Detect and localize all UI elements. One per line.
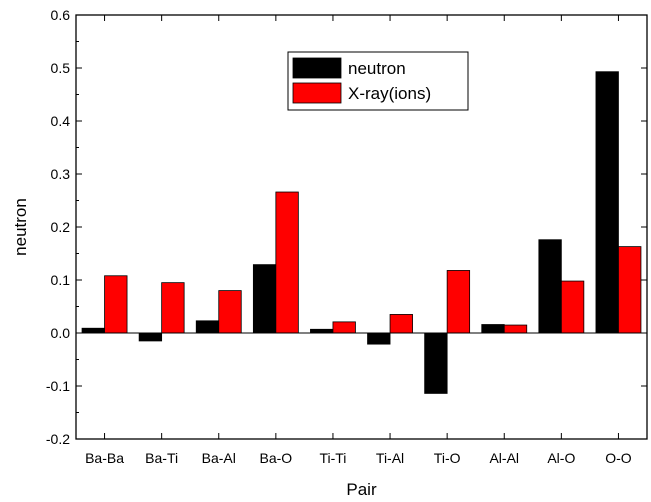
legend-label-neutron: neutron xyxy=(348,59,406,78)
y-tick-label: 0.1 xyxy=(51,272,71,288)
bar-neutron-Al-O xyxy=(538,239,562,334)
bar-xray-Ba-Al xyxy=(218,290,242,334)
bars-layer xyxy=(81,71,642,394)
y-tick-label: 0.3 xyxy=(51,166,71,182)
bar-neutron-Ba-Ti xyxy=(138,332,163,342)
legend-swatch-neutron xyxy=(292,57,342,79)
legend-swatch-xray xyxy=(292,82,342,104)
y-tick-label: 0.4 xyxy=(51,113,71,129)
x-tick-label: Ba-Ba xyxy=(85,450,124,466)
x-axis-label: Pair xyxy=(346,480,377,499)
x-axis-ticks: Ba-Ba Ba-Ti Ba-Al Ba-O Ti-Ti Ti-Al Ti-O Al-Al Al… xyxy=(85,15,632,466)
x-tick-label: Al-O xyxy=(547,450,575,466)
bar-neutron-O-O xyxy=(595,71,619,334)
x-tick-label: Ba-Ti xyxy=(145,450,178,466)
y-axis-ticks: -0.2 -0.1 0.0 0.1 0.2 0.3 0.4 0.5 0.6 xyxy=(46,7,647,447)
y-axis-label: neutron xyxy=(11,198,30,256)
x-tick-label: Ti-Al xyxy=(376,450,404,466)
bar-neutron-Ti-O xyxy=(424,332,448,394)
legend: neutron X-ray(ions) xyxy=(287,51,469,111)
y-tick-label: -0.1 xyxy=(46,378,70,394)
bar-xray-Ba-O xyxy=(275,191,299,334)
bar-xray-Ti-O xyxy=(446,270,471,334)
x-tick-label: Ti-O xyxy=(434,450,461,466)
x-tick-label: Ba-Al xyxy=(202,450,236,466)
bar-neutron-Ba-O xyxy=(252,264,277,334)
x-tick-label: Al-Al xyxy=(489,450,519,466)
bar-xray-Al-Al xyxy=(503,324,528,334)
bar-neutron-Ba-Al xyxy=(195,320,220,334)
bar-neutron-Ba-Ba xyxy=(81,327,105,334)
bar-neutron-Ti-Al xyxy=(367,332,391,345)
bar-xray-Ti-Al xyxy=(389,314,413,334)
bar-neutron-Al-Al xyxy=(481,324,505,334)
x-tick-label: Ti-Ti xyxy=(319,450,346,466)
y-tick-label: 0.6 xyxy=(51,7,71,23)
bar-xray-Al-O xyxy=(560,280,585,334)
y-tick-label: 0.0 xyxy=(51,325,71,341)
y-tick-label: -0.2 xyxy=(46,431,70,447)
legend-label-xray: X-ray(ions) xyxy=(348,84,431,103)
bar-xray-O-O xyxy=(618,246,642,334)
x-tick-label: Ba-O xyxy=(260,450,293,466)
bar-xray-Ba-Ba xyxy=(104,275,128,334)
y-tick-label: 0.2 xyxy=(51,219,71,235)
bar-neutron-Ti-Ti xyxy=(310,328,334,334)
bar-xray-Ba-Ti xyxy=(161,282,185,334)
y-tick-label: 0.5 xyxy=(51,60,71,76)
bar-xray-Ti-Ti xyxy=(332,321,356,334)
x-tick-label: O-O xyxy=(605,450,632,466)
